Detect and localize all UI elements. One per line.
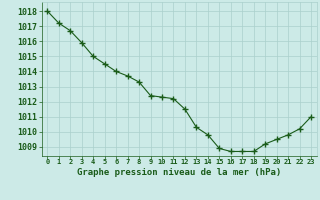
X-axis label: Graphe pression niveau de la mer (hPa): Graphe pression niveau de la mer (hPa) — [77, 168, 281, 177]
